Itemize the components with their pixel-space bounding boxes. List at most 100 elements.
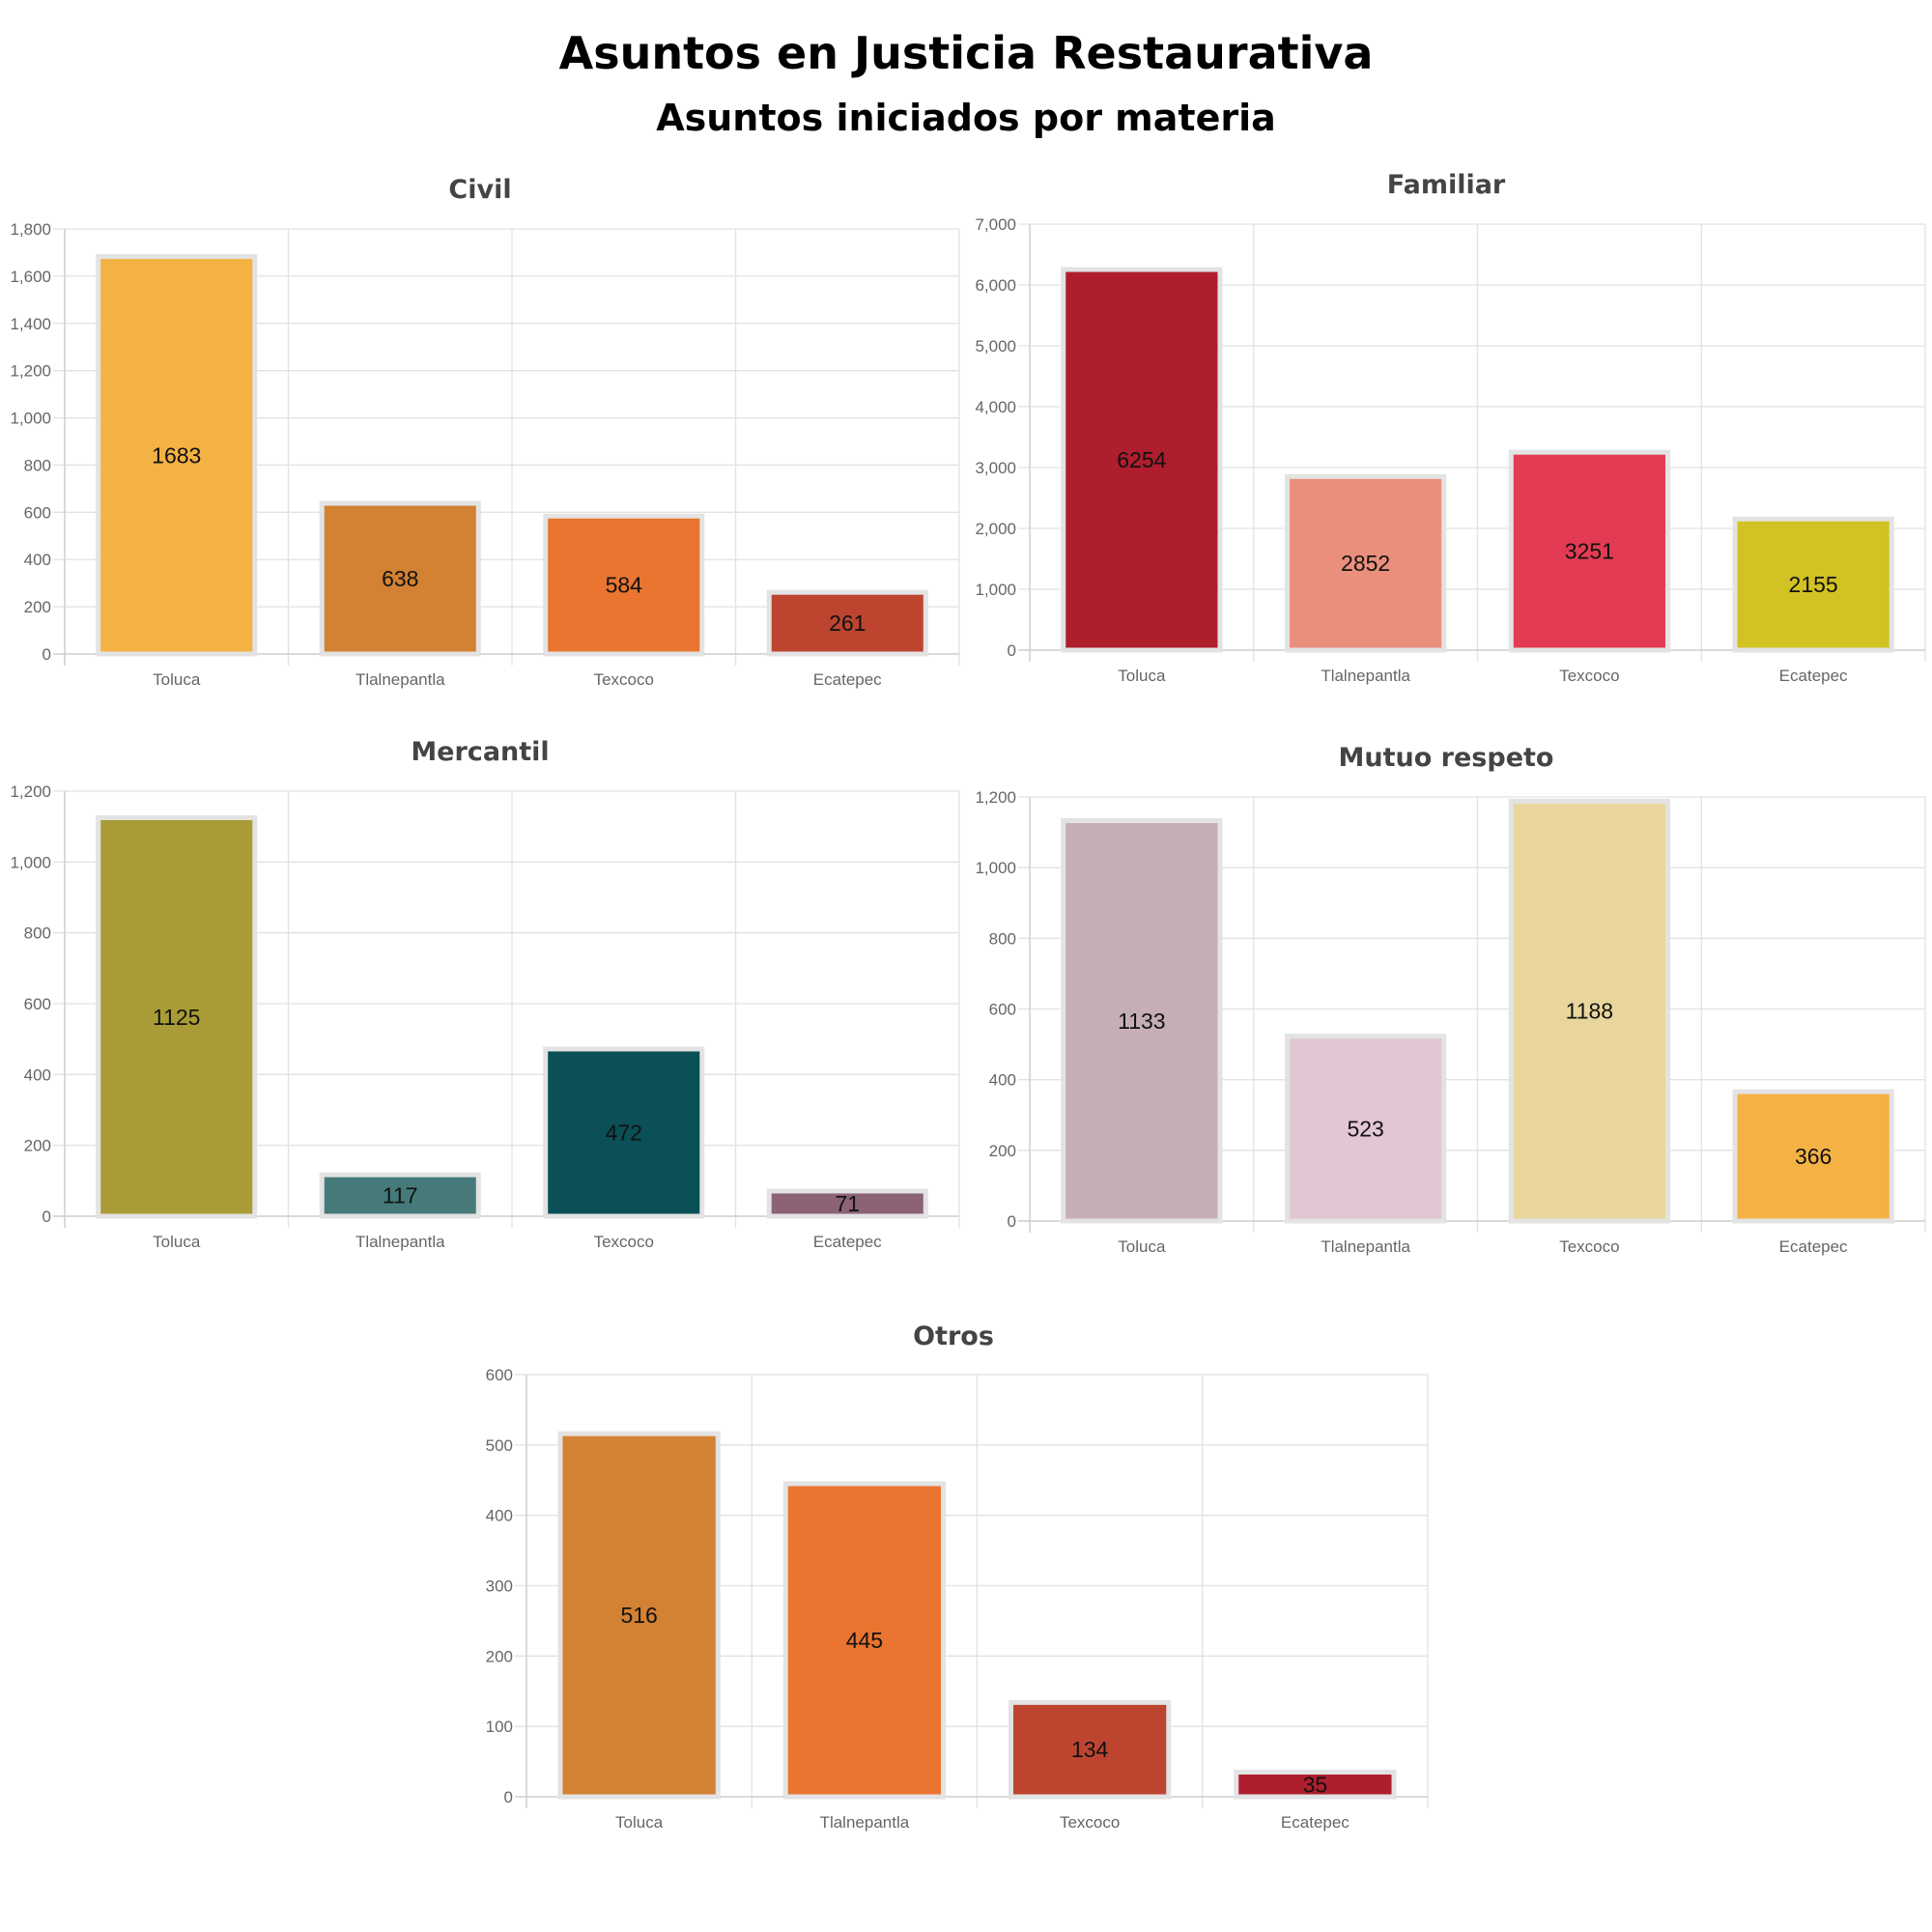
y-tick-label: 0 [43,645,51,664]
x-tick-label: Toluca [1118,667,1166,685]
x-tick-label: Toluca [1118,1237,1166,1256]
bar-texcoco [1508,449,1670,653]
x-tick-label: Texcoco [1559,667,1619,685]
y-tick-label: 600 [989,1001,1016,1019]
data-label: 523 [1347,1116,1383,1141]
y-tick-label: 2,000 [975,520,1016,538]
chart-mutuo: Mutuo respeto 0 200 400 600 800 1,000 1,200 1133… [975,743,1926,1256]
data-label: 35 [1303,1772,1328,1797]
x-tick-label: Texcoco [594,1233,654,1251]
y-tick-label: 800 [24,924,51,943]
y-tick-label: 600 [486,1366,513,1384]
x-tick-label: Tlalnepantla [355,670,445,689]
data-label: 6254 [1117,447,1166,472]
data-label: 584 [606,573,643,598]
bar-toluca [557,1431,721,1800]
bar-ecatepec [1732,516,1894,653]
data-label: 638 [382,566,418,591]
x-tick-label: Texcoco [1559,1237,1619,1256]
data-label: 472 [606,1120,642,1145]
x-tick-label: Tlalnepantla [355,1233,445,1251]
y-tick-label: 400 [24,551,51,569]
x-tick-label: Ecatepec [813,1233,882,1251]
bar-ecatepec [1234,1770,1397,1800]
x-tick-label: Tlalnepantla [1321,667,1410,685]
data-label: 71 [835,1191,860,1216]
y-tick-label: 1,200 [10,362,51,381]
x-tick-label: Ecatepec [1779,667,1848,685]
bar-toluca [96,254,258,657]
x-tick-label: Toluca [153,670,201,689]
chart-title: Mercantil [411,737,549,767]
y-tick-label: 6,000 [975,276,1016,295]
bar-tlalnepantla [1285,473,1447,653]
y-tick-label: 0 [1008,1212,1016,1231]
chart-title: Civil [448,175,511,205]
y-tick-label: 200 [486,1647,513,1665]
bar-ecatepec [766,589,928,657]
data-label: 366 [1795,1144,1832,1169]
chart-title: Otros [913,1321,994,1351]
bar-toluca [96,815,258,1219]
x-tick-label: Ecatepec [1281,1813,1350,1832]
bar-ecatepec [1732,1089,1894,1224]
x-tick-label: Texcoco [1060,1813,1120,1832]
y-tick-label: 600 [24,995,51,1013]
y-tick-label: 1,000 [975,581,1016,599]
bar-tlalnepantla [319,1172,481,1219]
x-tick-label: Ecatepec [1779,1237,1848,1256]
y-tick-label: 200 [24,1137,51,1155]
y-tick-label: 1,400 [10,315,51,333]
y-tick-label: 7,000 [975,215,1016,234]
y-tick-label: 1,800 [10,220,51,239]
chart-title: Mutuo respeto [1339,743,1554,773]
y-tick-label: 0 [43,1208,51,1226]
y-tick-label: 0 [504,1788,513,1806]
y-tick-label: 300 [486,1577,513,1596]
y-tick-label: 100 [486,1718,513,1736]
data-label: 1125 [153,1005,200,1030]
page-title: Asuntos en Justicia Restaurativa [558,27,1374,79]
data-label: 1683 [152,442,201,468]
bar-texcoco [543,513,705,657]
x-tick-label: Tlalnepantla [1321,1237,1410,1256]
y-tick-label: 200 [24,598,51,616]
y-tick-label: 400 [486,1507,513,1525]
bar-ecatepec [766,1188,928,1219]
chart-otros: Otros 0 100 200 300 400 500 600 516 Toluca 445 Tlal… [486,1321,1429,1832]
chart-civil: Civil 0 200 400 600 800 1,000 1,200 1,400 1,600 1,… [10,175,960,689]
data-label: 2852 [1341,551,1390,576]
data-label: 3251 [1565,539,1614,564]
data-label: 1188 [1566,999,1613,1024]
x-tick-label: Toluca [153,1233,201,1251]
data-label: 445 [846,1628,883,1653]
y-tick-label: 1,600 [10,268,51,286]
y-tick-label: 1,000 [10,853,51,871]
bar-texcoco [1508,798,1670,1224]
y-tick-label: 4,000 [975,398,1016,416]
bar-toluca [1061,818,1223,1224]
y-tick-label: 400 [24,1065,51,1084]
bar-texcoco [543,1046,705,1219]
data-label: 261 [829,611,866,636]
y-tick-label: 1,200 [975,788,1016,807]
y-tick-label: 1,000 [975,859,1016,877]
x-tick-label: Tlalnepantla [820,1813,910,1832]
chart-familiar: Familiar 0 1,000 2,000 3,000 4,000 5,000 6,000 7… [975,170,1926,685]
chart-mercantil: Mercantil 0 200 400 600 800 1,000 1,200 1125 Tolu… [10,737,960,1251]
y-tick-label: 200 [989,1142,1016,1160]
y-tick-label: 500 [486,1436,513,1455]
data-label: 1133 [1118,1009,1165,1034]
chart-title: Familiar [1387,170,1506,200]
y-tick-label: 600 [24,503,51,522]
y-tick-label: 800 [989,929,1016,948]
bar-toluca [1061,267,1223,653]
x-tick-label: Ecatepec [813,670,882,689]
data-label: 516 [620,1603,657,1628]
y-tick-label: 5,000 [975,337,1016,355]
page-subtitle: Asuntos iniciados por materia [656,97,1276,139]
y-tick-label: 1,000 [10,410,51,428]
data-label: 2155 [1789,572,1838,597]
x-tick-label: Toluca [615,1813,664,1832]
